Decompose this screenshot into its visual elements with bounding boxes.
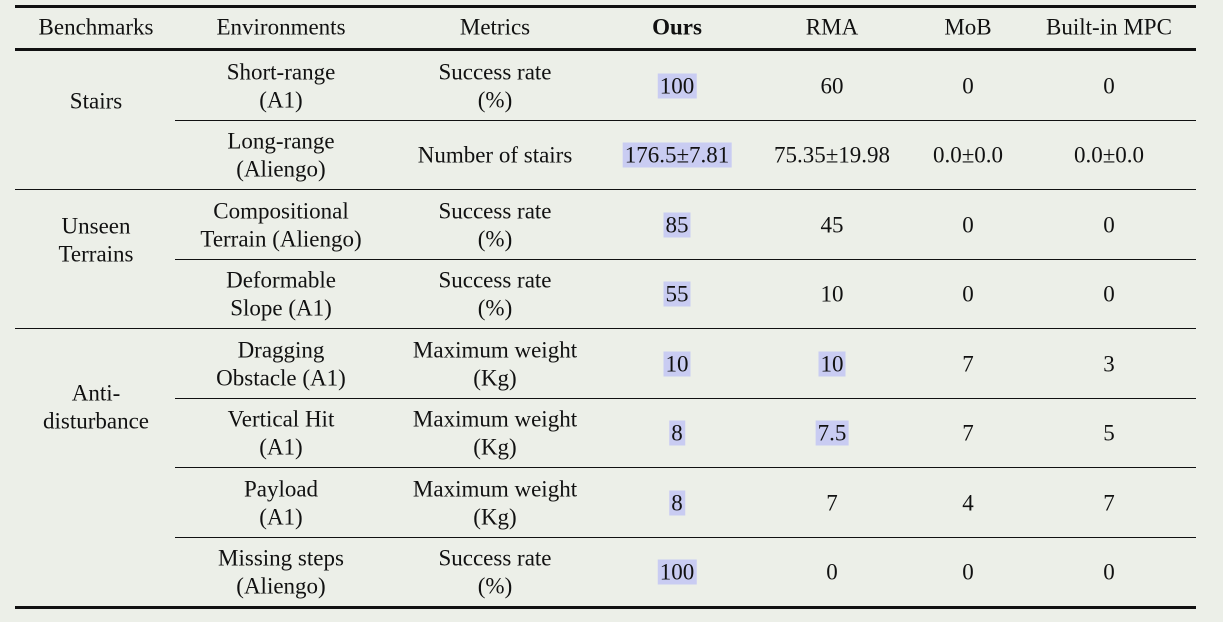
row-rule [175,120,1196,121]
cell-metric-line1: Maximum weight [412,406,578,432]
cell-rma: 7.5 [815,420,849,447]
group-unseen-line1: Unseen [61,213,131,239]
cell-metric-line2: (%) [477,87,513,113]
cell-env-line1: Long-range [227,128,335,154]
header-rma: RMA [805,14,859,40]
header-metrics: Metrics [459,14,531,40]
cell-ours: 176.5±7.81 [622,142,732,169]
cell-metric-line2: (%) [477,573,513,599]
bottom-rule [15,606,1196,609]
cell-env-line2: (A1) [259,504,303,530]
cell-mob: 7 [962,351,974,377]
cell-metric-line2: (Kg) [473,434,517,460]
highlight-value: 55 [663,281,691,307]
cell-rma: 10 [820,281,844,307]
cell-rma: 0 [826,559,838,585]
cell-ours: 85 [663,212,691,239]
group-anti-line2: disturbance [42,408,150,434]
row-rule [175,259,1196,260]
cell-mob: 0 [962,73,974,99]
cell-metric-line1: Success rate [438,545,552,571]
highlight-value: 100 [657,73,697,99]
highlight-value: 100 [657,559,697,585]
header-mob: MoB [944,14,992,40]
cell-ours: 100 [657,73,697,100]
cell-rma: 45 [820,212,844,238]
group-stairs: Stairs [69,88,123,114]
cell-mpc: 0.0±0.0 [1073,142,1145,168]
cell-env-line1: Short-range [226,59,336,85]
cell-env-line2: (Aliengo) [236,156,326,182]
cell-env-line2: (A1) [259,434,303,460]
highlight-value: 8 [669,490,685,516]
cell-metric-line1: Success rate [438,198,552,224]
cell-mpc: 0 [1103,281,1115,307]
cell-env-line2: (Aliengo) [236,573,326,599]
header-mpc: Built-in MPC [1046,14,1172,40]
cell-env-line1: Dragging [237,337,325,363]
cell-mpc: 0 [1103,559,1115,585]
highlight-value: 10 [818,351,846,377]
cell-mob: 0 [962,559,974,585]
highlight-value: 85 [663,212,691,238]
cell-env-line1: Payload [243,476,319,502]
cell-metric-line1: Maximum weight [412,476,578,502]
row-rule [175,467,1196,468]
cell-env-line1: Compositional [213,198,349,224]
cell-ours: 100 [657,559,697,586]
cell-mpc: 5 [1103,420,1115,446]
cell-metric-line1: Success rate [438,59,552,85]
cell-metric-line2: (Kg) [473,504,517,530]
row-rule [175,398,1196,399]
cell-ours: 55 [663,281,691,308]
group-anti-line1: Anti- [71,380,121,406]
header-ours: Ours [652,14,702,40]
cell-mob: 0 [962,281,974,307]
highlight-value: 10 [663,351,691,377]
cell-mob: 7 [962,420,974,446]
group-rule [15,189,1196,190]
group-rule [15,328,1196,329]
cell-mpc: 0 [1103,73,1115,99]
cell-ours: 10 [663,351,691,378]
cell-env-line2: Terrain (Aliengo) [200,226,362,252]
cell-metric-line1: Maximum weight [412,337,578,363]
cell-mpc: 0 [1103,212,1115,238]
cell-metric-line2: (%) [477,295,513,321]
cell-env-line1: Vertical Hit [227,406,335,432]
cell-metric-line2: (%) [477,226,513,252]
cell-rma: 75.35±19.98 [773,142,891,168]
cell-mpc: 3 [1103,351,1115,377]
cell-env-line2: Obstacle (A1) [216,365,346,391]
cell-env-line1: Missing steps [218,545,344,571]
cell-rma: 10 [818,351,846,378]
cell-env-line2: (A1) [259,87,303,113]
header-environments: Environments [216,14,346,40]
cell-metric-line2: (Kg) [473,365,517,391]
cell-env-line2: Slope (A1) [230,295,332,321]
cell-ours: 8 [669,490,685,517]
cell-ours: 8 [669,420,685,447]
group-unseen-line2: Terrains [58,241,134,267]
cell-mob: 4 [962,490,974,516]
row-rule [175,537,1196,538]
cell-metric: Number of stairs [417,142,573,168]
top-rule [15,5,1196,8]
highlight-value: 7.5 [815,420,849,446]
cell-env-line1: Deformable [226,267,336,293]
cell-mpc: 7 [1103,490,1115,516]
header-benchmarks: Benchmarks [38,14,154,40]
cell-mob: 0.0±0.0 [932,142,1004,168]
highlight-value: 8 [669,420,685,446]
header-rule [15,48,1196,51]
cell-metric-line1: Success rate [438,267,552,293]
cell-rma: 60 [820,73,844,99]
cell-rma: 7 [826,490,838,516]
cell-mob: 0 [962,212,974,238]
highlight-value: 176.5±7.81 [622,142,732,168]
